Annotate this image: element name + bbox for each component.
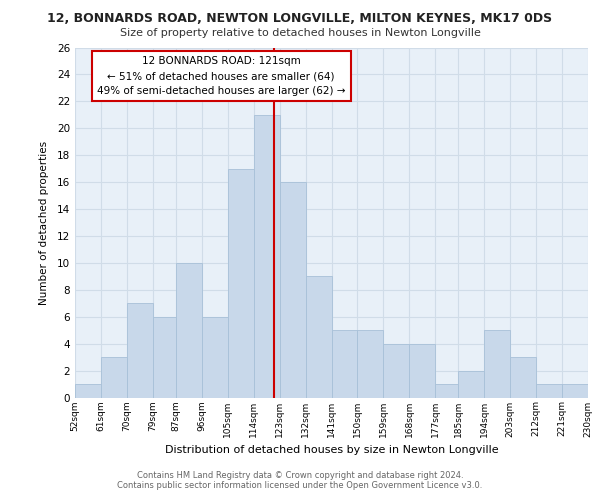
Bar <box>228 168 254 398</box>
X-axis label: Distribution of detached houses by size in Newton Longville: Distribution of detached houses by size … <box>164 445 499 455</box>
Text: 12, BONNARDS ROAD, NEWTON LONGVILLE, MILTON KEYNES, MK17 0DS: 12, BONNARDS ROAD, NEWTON LONGVILLE, MIL… <box>47 12 553 26</box>
Bar <box>383 344 409 398</box>
Bar <box>254 115 280 398</box>
Bar <box>176 263 202 398</box>
Text: 12 BONNARDS ROAD: 121sqm
← 51% of detached houses are smaller (64)
49% of semi-d: 12 BONNARDS ROAD: 121sqm ← 51% of detach… <box>97 56 346 96</box>
Bar <box>153 316 176 398</box>
Bar <box>75 384 101 398</box>
Bar <box>484 330 510 398</box>
Bar <box>458 370 484 398</box>
Bar <box>101 357 127 398</box>
Bar <box>562 384 588 398</box>
Bar <box>435 384 458 398</box>
Bar <box>409 344 435 398</box>
Bar <box>305 276 331 398</box>
Text: Contains public sector information licensed under the Open Government Licence v3: Contains public sector information licen… <box>118 481 482 490</box>
Bar <box>510 357 536 398</box>
Bar <box>331 330 358 398</box>
Bar <box>536 384 562 398</box>
Bar <box>358 330 383 398</box>
Bar <box>280 182 305 398</box>
Bar <box>127 304 153 398</box>
Bar <box>202 316 228 398</box>
Text: Size of property relative to detached houses in Newton Longville: Size of property relative to detached ho… <box>119 28 481 38</box>
Text: Contains HM Land Registry data © Crown copyright and database right 2024.: Contains HM Land Registry data © Crown c… <box>137 471 463 480</box>
Y-axis label: Number of detached properties: Number of detached properties <box>38 140 49 304</box>
